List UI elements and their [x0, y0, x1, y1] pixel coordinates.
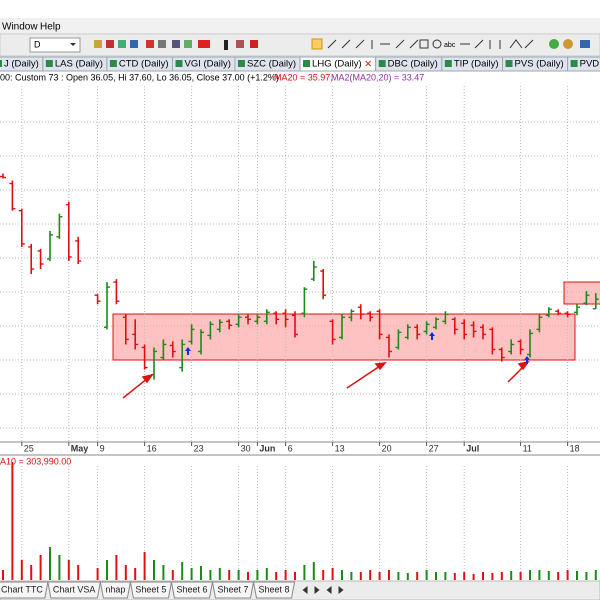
- tab-icon: [378, 60, 386, 67]
- tab[interactable]: PVD (Daily): [567, 56, 600, 72]
- tab-label: CTD (Daily): [119, 59, 169, 70]
- breakout-zone: [563, 281, 600, 305]
- tab-label: TIP (Daily): [454, 59, 499, 70]
- toolbar-icons: abc: [94, 38, 590, 50]
- sheet-bg: [129, 581, 173, 599]
- sheet-label: Chart TTC: [1, 584, 43, 594]
- date-label: 27: [429, 443, 439, 453]
- tab-icon: [303, 60, 311, 67]
- sheet-bg: [211, 581, 255, 599]
- tab[interactable]: LAS (Daily): [42, 56, 108, 72]
- date-label: 6: [288, 443, 293, 453]
- sheet-tab[interactable]: Chart TTC: [0, 581, 49, 599]
- sheet-label: Sheet 6: [176, 584, 207, 594]
- volume-label: A10 = 303,990.00: [0, 456, 71, 466]
- date-label: 9: [100, 443, 105, 453]
- date-label: 11: [523, 443, 532, 453]
- date-label: 23: [194, 443, 204, 453]
- signal-arrows: [185, 332, 530, 364]
- sheet-label: Sheet 7: [217, 584, 248, 594]
- tab[interactable]: SZC (Daily): [234, 56, 301, 72]
- date-label: 20: [382, 443, 392, 453]
- tab-label: LHG (Daily): [312, 59, 362, 70]
- tab-label: VGI (Daily): [185, 59, 231, 70]
- menu-item[interactable]: Window: [2, 22, 38, 33]
- tab[interactable]: DBC (Daily): [375, 56, 443, 72]
- tab[interactable]: TIP (Daily): [441, 56, 504, 72]
- date-label: Jun: [259, 443, 275, 453]
- date-label: 16: [147, 443, 157, 453]
- date-label: 18: [570, 443, 580, 453]
- date-label: Jul: [466, 443, 479, 453]
- sheet-label: nhap: [105, 584, 125, 594]
- sheet-tab[interactable]: nhap: [99, 581, 132, 599]
- menu-item[interactable]: Help: [40, 22, 61, 33]
- sheet-tab[interactable]: Sheet 8: [252, 581, 296, 599]
- ma2-info: MA2(MA20,20) = 33.47: [331, 72, 424, 82]
- tab-icon: [0, 60, 2, 67]
- interval-combo[interactable]: [29, 37, 81, 53]
- menu-bar: [0, 18, 600, 34]
- sheet-label: Sheet 5: [135, 584, 166, 594]
- sheet-label: Chart VSA: [53, 584, 96, 594]
- tab[interactable]: PVS (Daily): [502, 56, 569, 72]
- sheet-bg: [47, 581, 101, 599]
- tab[interactable]: CTD (Daily): [106, 56, 173, 72]
- date-label: May: [71, 443, 89, 453]
- sheet-tab[interactable]: Sheet 5: [129, 581, 173, 599]
- sheet-bg: [0, 581, 49, 599]
- combo-arrow: [70, 43, 76, 46]
- svg-text:abc: abc: [444, 42, 456, 49]
- support-zone: [112, 313, 576, 361]
- tab-icon: [175, 60, 183, 67]
- tab-icon: [109, 60, 117, 67]
- tab-icon: [444, 60, 452, 67]
- tab-icon: [45, 60, 53, 67]
- tab-label: PVD (Daily): [580, 59, 600, 70]
- sheet-bg: [99, 581, 132, 599]
- tab-icon: [505, 60, 513, 67]
- interval-value: D: [34, 39, 41, 49]
- tab-label: DBC (Daily): [388, 59, 438, 70]
- date-label: 25: [24, 443, 34, 453]
- date-label: 30: [241, 443, 251, 453]
- sheet-tab[interactable]: Sheet 6: [170, 581, 214, 599]
- sheet-nav[interactable]: [314, 586, 320, 594]
- quote-info: 00: Custom 73 : Open 36.05, Hi 37.60, Lo…: [0, 72, 279, 82]
- sheet-nav[interactable]: [338, 586, 344, 594]
- sheet-tab[interactable]: Sheet 7: [211, 581, 255, 599]
- ma-info: MA20 = 35.97,: [274, 72, 333, 82]
- tab[interactable]: J (Daily): [0, 56, 44, 72]
- tab[interactable]: LHG (Daily): [299, 56, 377, 72]
- tab-icon: [237, 60, 245, 67]
- sheet-nav[interactable]: [326, 586, 332, 594]
- tab[interactable]: VGI (Daily): [172, 56, 236, 72]
- price-grid: [0, 121, 600, 429]
- tab-close: [365, 60, 372, 67]
- tab-label: LAS (Daily): [55, 59, 103, 70]
- sheet-bg: [170, 581, 214, 599]
- arrows: [122, 360, 530, 399]
- toolbar: [0, 33, 600, 57]
- sheet-bg: [252, 581, 296, 599]
- sheet-tab[interactable]: Chart VSA: [47, 581, 101, 599]
- tab-icon: [570, 60, 578, 67]
- tab-label: J (Daily): [4, 59, 39, 70]
- date-label: 13: [335, 443, 345, 453]
- tab-label: PVS (Daily): [515, 59, 564, 70]
- sheet-label: Sheet 8: [259, 584, 290, 594]
- tab-label: SZC (Daily): [247, 59, 296, 70]
- sheet-nav[interactable]: [302, 586, 308, 594]
